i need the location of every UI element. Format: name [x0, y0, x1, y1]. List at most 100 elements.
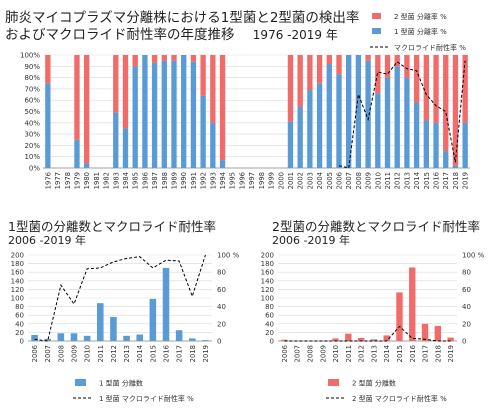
bar-type2-rate: [413, 55, 420, 103]
x-tick-label: 2010: [332, 345, 340, 362]
bar-type1-rate: [287, 121, 294, 168]
macrolide-resistance-line: [338, 60, 466, 169]
bar-type2-rate: [433, 55, 439, 123]
x-tick-label: 2001: [287, 172, 295, 189]
bar-type1-rate: [219, 160, 226, 168]
x-tick-label: 1989: [171, 172, 179, 189]
bar-isolate-count: [97, 303, 104, 341]
y-left-tick-label: 20: [15, 329, 24, 337]
bar-type1-rate: [433, 122, 439, 168]
bar-type2-rate: [297, 55, 303, 107]
x-tick-label: 2019: [202, 345, 210, 362]
y-tick-label: 0%: [29, 165, 40, 173]
bar-isolate-count: [345, 333, 352, 341]
main-chart-title-text: およびマクロライド耐性率の年度推移: [5, 27, 235, 43]
x-tick-label: 1994: [219, 172, 227, 189]
y-tick-label: 20%: [24, 142, 40, 150]
bar-type1-rate: [423, 120, 429, 168]
x-tick-label: 2018: [452, 172, 460, 189]
y-right-tick-label: 80: [217, 269, 226, 277]
bar-type2-rate: [74, 55, 80, 140]
bar-type2-rate: [132, 55, 138, 67]
x-tick-label: 2015: [396, 345, 404, 362]
legend-swatch-type2: [372, 13, 381, 19]
x-tick-label: 1980: [83, 172, 91, 189]
bar-type1-rate: [181, 55, 187, 168]
y-right-tick-label: 40: [217, 303, 226, 311]
bar-type1-rate: [443, 151, 449, 168]
bar-isolate-count: [136, 334, 143, 341]
x-tick-label: 1999: [268, 172, 276, 189]
bar-isolate-count: [189, 338, 196, 341]
bar-isolate-count: [281, 339, 288, 341]
bar-isolate-count: [31, 334, 38, 341]
legend-label-resistance: マクロライド耐性率 %: [394, 43, 466, 52]
bar-type1-rate: [84, 163, 90, 168]
x-tick-label: 1981: [93, 172, 101, 189]
y-left-tick-label: 160: [261, 269, 274, 277]
x-tick-label: 2016: [433, 172, 441, 189]
legend-label-type2: 2 型菌 分離率 %: [394, 12, 447, 21]
x-tick-label: 2003: [306, 172, 314, 189]
bar-type2-rate: [161, 55, 167, 61]
bar-isolate-count: [123, 335, 130, 341]
y-left-tick-label: 160: [11, 269, 24, 277]
bar-isolate-count: [44, 338, 51, 341]
bar-type1-rate: [375, 93, 381, 168]
bar-type2-rate: [365, 55, 371, 61]
y-right-tick-label: 40: [462, 303, 471, 311]
bar-isolate-count: [202, 340, 209, 341]
y-left-tick-label: 120: [261, 286, 274, 294]
x-tick-label: 2012: [110, 345, 118, 362]
main-chart-title-line1: 肺炎マイコプラズマ分離株における1型菌と2型菌の検出率: [5, 10, 360, 26]
bar-isolate-count: [434, 325, 442, 341]
x-tick-label: 2016: [409, 345, 417, 362]
bar-type2-rate: [45, 55, 51, 84]
bar-isolate-count: [357, 337, 365, 341]
x-tick-label: 2010: [84, 345, 92, 362]
bar-type2-rate: [336, 55, 342, 75]
bar-isolate-count: [70, 333, 78, 341]
x-tick-label: 2013: [123, 345, 131, 362]
y-tick-label: 30%: [24, 131, 40, 139]
x-tick-label: 2013: [403, 172, 411, 189]
y-right-tick-label: 0: [217, 338, 221, 346]
x-tick-label: 2015: [149, 345, 157, 362]
bar-type2-rate: [171, 55, 177, 61]
x-tick-label: 1985: [132, 172, 140, 189]
x-tick-label: 2004: [316, 172, 324, 189]
bar-type1-rate: [452, 165, 459, 168]
y-left-tick-label: 20: [265, 329, 274, 337]
bar-type2-rate: [219, 55, 226, 161]
bar-type2-rate: [452, 55, 459, 166]
y-left-tick-label: 0: [270, 338, 274, 346]
y-tick-label: 40%: [24, 119, 40, 127]
y-left-tick-label: 140: [261, 277, 274, 285]
y-right-tick-label: 20: [462, 320, 471, 328]
x-tick-label: 1993: [209, 172, 217, 189]
x-tick-label: 2007: [294, 345, 302, 362]
legend-label-resistance: 2 型菌 マクロライド耐性率 %: [352, 394, 447, 403]
bar-type1-rate: [210, 122, 216, 168]
bar-isolate-count: [162, 267, 170, 341]
y-tick-label: 50%: [24, 108, 40, 116]
bar-isolate-count: [83, 335, 91, 341]
bar-type1-rate: [346, 55, 352, 168]
y-left-tick-label: 60: [265, 312, 274, 320]
x-tick-label: 2007: [345, 172, 353, 189]
y-right-tick-label: 80: [462, 269, 471, 277]
y-tick-label: 90%: [24, 63, 40, 71]
x-tick-label: 2009: [71, 345, 79, 362]
y-right-tick-label: 60: [217, 286, 226, 294]
x-tick-label: 2009: [365, 172, 373, 189]
x-tick-label: 1991: [190, 172, 198, 189]
bar-type1-rate: [142, 55, 148, 168]
chart2-title: 2型菌の分離数とマクロライド耐性率: [272, 219, 480, 234]
x-tick-label: 2008: [306, 345, 314, 362]
chart1-title: 1型菌の分離数とマクロライド耐性率: [8, 219, 216, 234]
bar-type1-rate: [122, 128, 129, 168]
x-tick-label: 1987: [151, 172, 159, 189]
bar-isolate-count: [396, 292, 403, 341]
x-tick-label: 1998: [258, 172, 266, 189]
x-tick-label: 1977: [54, 172, 62, 189]
